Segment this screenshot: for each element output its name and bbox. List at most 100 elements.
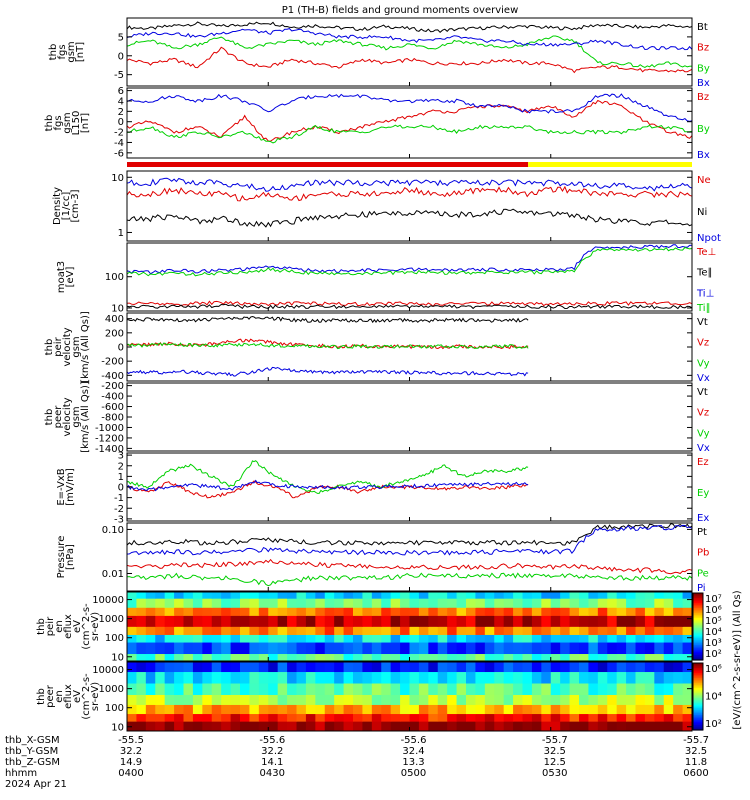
spectrogram-cell	[315, 682, 326, 695]
spectrogram-cell	[447, 713, 458, 722]
spectrogram-cell	[136, 704, 147, 715]
spectrogram-cell	[221, 713, 232, 722]
spectrogram-cell	[607, 592, 618, 599]
spectrogram-cell	[597, 682, 608, 695]
spectrogram-cell	[475, 713, 486, 722]
colorbar-bottom-cell	[693, 694, 703, 698]
spectrogram-cell	[315, 694, 326, 705]
spectrogram-cell	[174, 598, 185, 608]
spectrogram-cell	[334, 653, 345, 661]
spectrogram-cell	[258, 721, 269, 731]
y-axis-label: gsm	[66, 41, 77, 62]
spectrogram-cell	[560, 592, 571, 599]
spectrogram-cell	[221, 704, 232, 715]
x-column-value: 0400	[118, 768, 143, 779]
spectrogram-cell	[211, 626, 222, 635]
spectrogram-cell	[381, 592, 392, 599]
colorbar-top-tick-label: 10²	[705, 649, 722, 660]
spectrogram-cell	[277, 682, 288, 695]
spectrogram-cell	[127, 653, 138, 661]
spectrogram-cell	[418, 626, 429, 635]
spectrogram-cell	[475, 598, 486, 608]
spectrogram-cell	[626, 653, 637, 661]
spectrogram-cell	[635, 598, 646, 608]
spectrogram-cell	[145, 607, 156, 616]
spectrogram-cell	[296, 671, 307, 684]
spectrogram-cell	[353, 662, 364, 673]
spectrogram-cell	[447, 634, 458, 643]
spectrogram-cell	[277, 694, 288, 705]
spectrogram-cell	[211, 634, 222, 643]
spectrogram-cell	[371, 653, 382, 661]
spectrogram-cell	[305, 713, 316, 722]
spectrogram-cell	[531, 615, 542, 627]
spectrogram-cell	[560, 721, 571, 731]
spectrogram-cell	[522, 641, 533, 655]
spectrogram-cell	[418, 694, 429, 705]
spectrogram-cell	[663, 682, 674, 695]
y-tick-label: -1400	[95, 444, 124, 455]
spectrogram-cell	[616, 626, 627, 635]
y-axis-label: [km/s (All Qs)]	[80, 311, 91, 383]
spectrogram-cell	[136, 713, 147, 722]
spectrogram-cell	[447, 615, 458, 627]
spectrogram-cell	[513, 592, 524, 599]
spectrogram-cell	[588, 704, 599, 715]
spectrogram-cell	[183, 671, 194, 684]
spectrogram-cell	[494, 704, 505, 715]
x-column-value: 12.5	[544, 757, 566, 768]
spectrogram-cell	[513, 653, 524, 661]
spectrogram-cell	[390, 671, 401, 684]
spectrogram-cell	[127, 634, 138, 643]
spectrogram-cell	[390, 682, 401, 695]
y-tick-label: 400	[105, 314, 124, 325]
spectrogram-cell	[663, 626, 674, 635]
y-tick-label: -400	[101, 371, 124, 382]
spectrogram-cell	[418, 671, 429, 684]
spectrogram-cell	[230, 682, 241, 695]
colorbar-top-cell	[693, 641, 703, 644]
spectrogram-cell	[513, 682, 524, 695]
spectrogram-cell	[682, 662, 692, 673]
spectrogram-cell	[343, 626, 354, 635]
spectrogram-cell	[202, 592, 213, 599]
spectrogram-cell	[494, 671, 505, 684]
spectrogram-cell	[268, 607, 279, 616]
colorbar-top-cell	[693, 646, 703, 649]
spectrogram-cell	[400, 704, 411, 715]
spectrogram-cell	[626, 598, 637, 608]
spectrogram-cell	[597, 634, 608, 643]
spectrogram-cell	[682, 634, 692, 643]
spectrogram-cell	[654, 634, 665, 643]
spectrogram-cell	[550, 615, 561, 627]
spectrogram-cell	[569, 626, 580, 635]
spectrogram-cell	[682, 626, 692, 635]
spectrogram-cell	[174, 694, 185, 705]
spectrogram-cell	[155, 653, 166, 661]
spectrogram-cell	[635, 592, 646, 599]
spectrogram-cell	[654, 704, 665, 715]
spectrogram-cell	[635, 704, 646, 715]
x-column-value: 14.1	[261, 757, 283, 768]
spectrogram-cell	[541, 598, 552, 608]
colorbar-top-tick-label: 10³	[705, 638, 722, 649]
spectrogram-cell	[211, 694, 222, 705]
colorbar-bottom-cell	[693, 718, 703, 721]
spectrogram-cell	[127, 694, 138, 705]
spectrogram-cell	[588, 694, 599, 705]
spectrogram-cell	[616, 634, 627, 643]
y-axis-label: [nPa]	[65, 544, 76, 570]
spectrogram-cell	[127, 662, 138, 673]
spectrogram-cell	[211, 671, 222, 684]
spectrogram-cell	[418, 721, 429, 731]
y-tick-label: -800	[101, 413, 124, 424]
spectrogram-cell	[249, 592, 260, 599]
spectrogram-cell	[560, 671, 571, 684]
y-axis-label: thb	[44, 115, 55, 132]
spectrogram-cell	[400, 653, 411, 661]
colorbar-bottom-tick-label: 10⁴	[705, 692, 722, 703]
spectrogram-cell	[334, 682, 345, 695]
spectrogram-cell	[164, 598, 175, 608]
spectrogram-cell	[174, 671, 185, 684]
